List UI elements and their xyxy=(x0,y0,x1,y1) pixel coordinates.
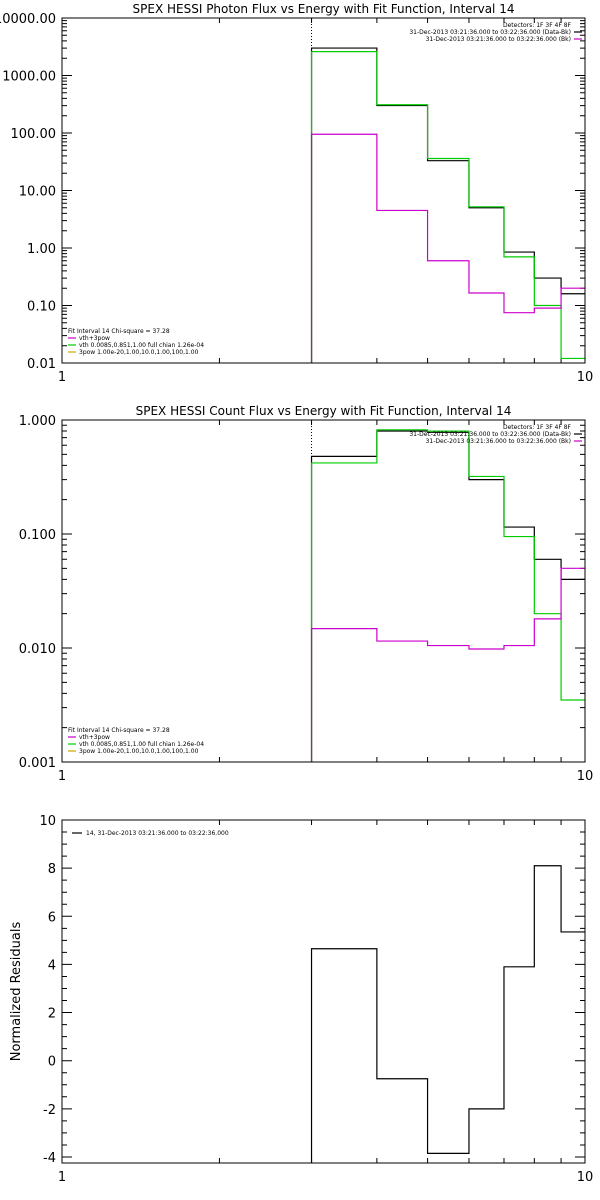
panel-1-legend-bottom-entry: vth+3pow xyxy=(79,335,110,342)
panel-2-legend-bottom-entry: vth 0.0085,0.851,1.00 full chian 1.26e-0… xyxy=(79,741,204,748)
panel-1-ytick-label: 1.00 xyxy=(27,242,56,257)
panel-1-ytick-label: 0.01 xyxy=(27,357,56,372)
panel-1-xtick-label: 1 xyxy=(58,370,66,385)
panel-2-ytick-label: 1.000 xyxy=(19,414,56,429)
panel-2-ytick-label: 0.010 xyxy=(19,642,56,657)
panel-1-minor-ticks xyxy=(62,18,585,363)
panel-1-legend-top-entry: 31-Dec-2013 03:21:36.000 to 03:22:36.000… xyxy=(426,36,571,43)
panel-1-legend-top-entry: 31-Dec-2013 03:21:36.000 to 03:22:36.000… xyxy=(409,29,571,36)
panel-3-ytick-label: 4 xyxy=(48,958,56,973)
panel-2-ytick-label: 0.001 xyxy=(19,756,56,771)
panel-2-legend-top-entry: 31-Dec-2013 03:21:36.000 to 03:22:36.000… xyxy=(409,431,571,438)
panel-3-ytick-label: 0 xyxy=(48,1055,56,1070)
panel-1-legend-bottom-entry: vth 0.0085,0.851,1.00 full chian 1.26e-0… xyxy=(79,342,204,349)
panel-3-ytick-label: -4 xyxy=(43,1151,56,1166)
panel-2-title: SPEX HESSI Count Flux vs Energy with Fit… xyxy=(136,404,512,418)
panel-2-xtick-label: 10 xyxy=(577,769,594,784)
panel-1-ytick-label: 10000.00 xyxy=(0,12,56,27)
panel-2-series-3 xyxy=(310,567,585,762)
panel-1-series-3 xyxy=(310,133,585,363)
panel-2-minor-ticks xyxy=(62,420,585,762)
panel-3-ytick-label: -2 xyxy=(43,1103,56,1118)
panel-3-legend-entry: 14, 31-Dec-2013 03:21:36.000 to 03:22:36… xyxy=(86,830,229,837)
panel-3-ylabel: Normalized Residuals xyxy=(9,922,24,1062)
panel-1-legend-bottom-entry: Fit Interval 14 Chi-square = 37.28 xyxy=(68,328,170,335)
panel-1-series-1 xyxy=(310,47,585,363)
panel-1-legend-top-entry: Detectors: 1F 3F 4F 8F xyxy=(503,22,572,29)
panel-3-frame xyxy=(61,819,586,1164)
panel-3-minor-ticks xyxy=(62,820,585,1163)
panel-1-ytick-label: 0.10 xyxy=(27,300,56,315)
panel-1-ytick-label: 100.00 xyxy=(11,127,57,142)
panel-3-ytick-label: 10 xyxy=(39,814,56,829)
panel-2-series-1 xyxy=(310,430,585,762)
panel-3-ytick-label: 8 xyxy=(48,862,56,877)
panel-1-ytick-label: 1000.00 xyxy=(2,70,56,85)
panel-2-legend-top-entry: Detectors: 1F 3F 4F 8F xyxy=(503,424,572,431)
panel-2-legend-bottom-entry: vth+3pow xyxy=(79,734,110,741)
panel-3-xtick-label: 1 xyxy=(58,1170,66,1185)
panel-2-legend-bottom-entry: Fit Interval 14 Chi-square = 37.28 xyxy=(68,727,170,734)
panel-2-legend-top-entry: 31-Dec-2013 03:21:36.000 to 03:22:36.000… xyxy=(426,438,571,445)
panel-2-legend-bottom-entry: 3pow 1.00e-20,1.00,10.0,1.00,100,1.00 xyxy=(79,748,199,755)
panel-2-ytick-label: 0.100 xyxy=(19,528,56,543)
panel-1-series-2 xyxy=(310,51,585,363)
panel-3-xtick-label: 10 xyxy=(577,1170,594,1185)
panel-3-ytick-label: 6 xyxy=(48,910,56,925)
panel-2-frame xyxy=(61,419,586,763)
panel-1-legend-bottom-entry: 3pow 1.00e-20,1.00,10.0,1.00,100,1.00 xyxy=(79,349,199,356)
panel-3-ytick-label: 2 xyxy=(48,1007,56,1022)
panel-3-series-1 xyxy=(310,865,585,1163)
panel-1-title: SPEX HESSI Photon Flux vs Energy with Fi… xyxy=(133,2,515,16)
panel-1-xtick-label: 10 xyxy=(577,370,594,385)
panel-1-ytick-label: 10.00 xyxy=(19,185,56,200)
panel-2-series-2 xyxy=(310,429,585,762)
panel-1-frame xyxy=(61,17,586,364)
panel-2-xtick-label: 1 xyxy=(58,769,66,784)
